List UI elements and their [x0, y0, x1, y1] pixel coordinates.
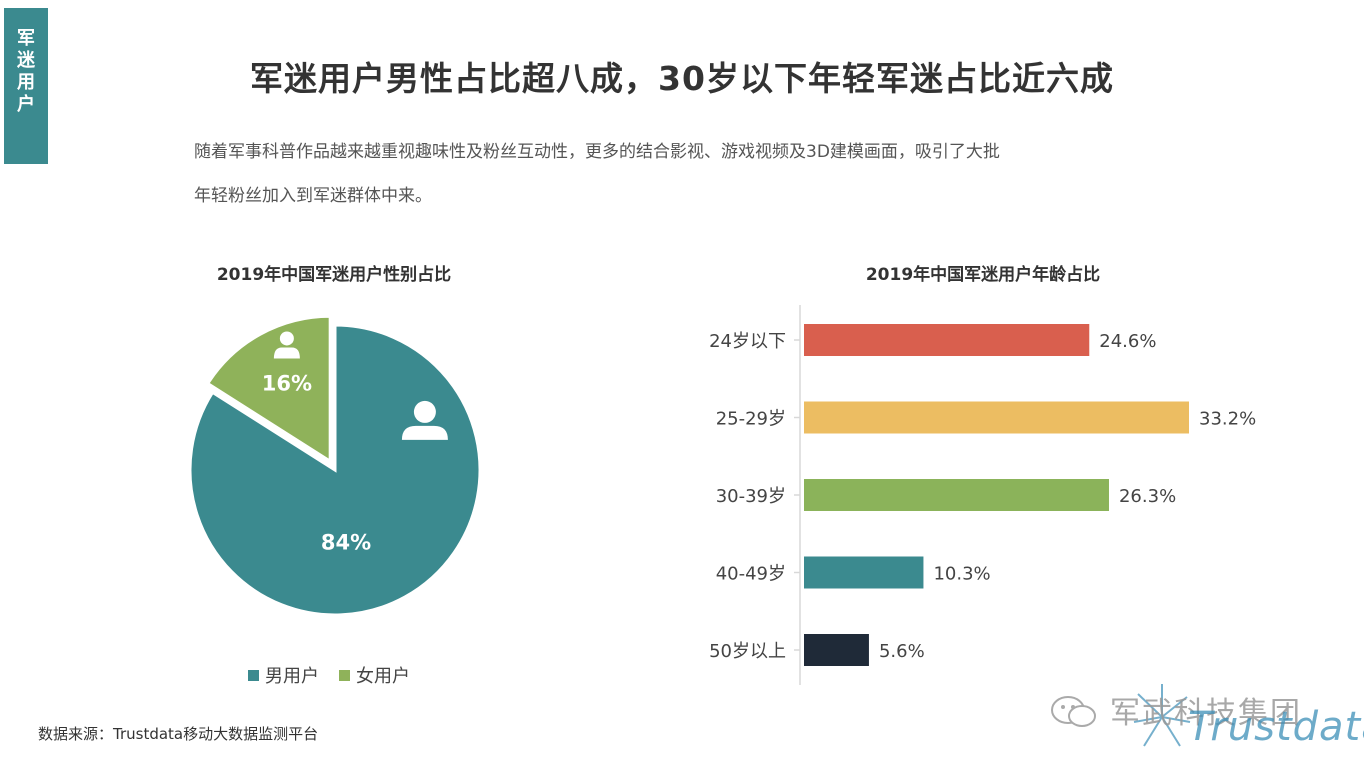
intro-line-2: 年轻粉丝加入到军迷群体中来。	[194, 186, 432, 206]
trustdata-logo: Trustdata	[1188, 704, 1364, 750]
gender-pie-chart: 84% 16%	[188, 315, 482, 617]
category-label-2: 30-39岁	[716, 486, 786, 507]
legend-label-female: 女用户	[356, 666, 410, 687]
bar-0	[804, 324, 1090, 356]
legend-swatch-male	[248, 669, 259, 681]
legend-label-male: 男用户	[265, 666, 319, 687]
intro-paragraph: 随着军事科普作品越来越重视趣味性及粉丝互动性，更多的结合影视、游戏视频及3D建模…	[194, 130, 1154, 218]
bar-chart-title: 2019年中国军迷用户年龄占比	[865, 265, 1101, 285]
bar-3	[804, 556, 924, 589]
pie-slice-male	[188, 323, 482, 617]
section-tab: 军迷用户	[4, 8, 48, 164]
pie-label-female: 16%	[262, 371, 312, 395]
watermark: 军武科技集团 Trustdata	[1040, 682, 1364, 752]
value-label-3: 10.3%	[933, 564, 990, 585]
age-bar-chart: 24岁以下 24.6% 25-29岁 33.2% 30-39岁 26.3% 40-49岁 10…	[709, 305, 1256, 685]
legend-item-female: 女用户	[339, 662, 410, 688]
data-source: 数据来源：Trustdata移动大数据监测平台	[38, 725, 319, 743]
legend-item-male: 男用户	[248, 662, 319, 688]
legend-swatch-female	[339, 669, 350, 681]
trustdata-burst-icon	[1133, 684, 1191, 747]
page-title: 军迷用户男性占比超八成，30岁以下年轻军迷占比近六成	[250, 59, 1114, 98]
bar-4	[804, 634, 869, 666]
pie-slice-female	[205, 315, 332, 464]
category-label-0: 24岁以下	[709, 331, 786, 352]
pie-legend: 男用户 女用户	[248, 662, 430, 688]
pie-chart-title: 2019年中国军迷用户性别占比	[216, 265, 452, 285]
female-user-icon	[273, 331, 300, 359]
pie-label-male: 84%	[321, 531, 371, 555]
male-user-icon	[401, 400, 448, 440]
intro-line-1: 随着军事科普作品越来越重视趣味性及粉丝互动性，更多的结合影视、游戏视频及3D建模…	[194, 142, 1000, 162]
section-tab-label: 军迷用户	[17, 28, 35, 115]
value-label-1: 33.2%	[1199, 409, 1256, 430]
value-label-4: 5.6%	[879, 641, 925, 662]
bar-1	[804, 401, 1189, 434]
category-label-3: 40-49岁	[716, 564, 786, 585]
wechat-icon	[1051, 696, 1096, 727]
watermark-text: 军武科技集团	[1110, 696, 1302, 731]
value-label-2: 26.3%	[1119, 486, 1176, 507]
value-label-0: 24.6%	[1099, 331, 1156, 352]
bar-2	[804, 479, 1109, 511]
category-label-4: 50岁以上	[709, 641, 786, 662]
category-label-1: 25-29岁	[716, 409, 786, 430]
